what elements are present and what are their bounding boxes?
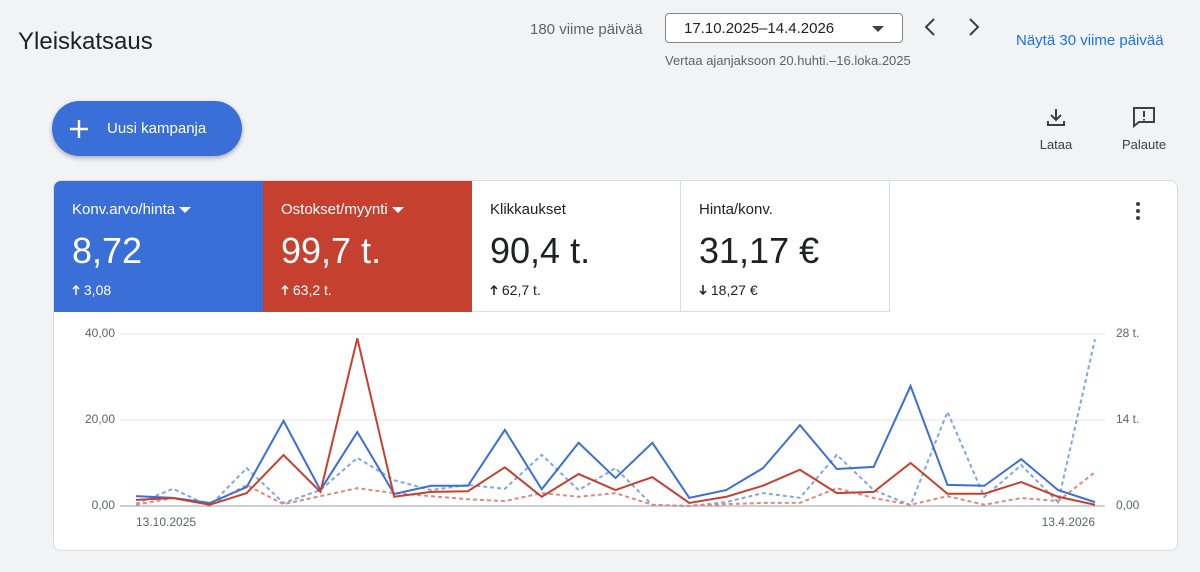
metric-label: Klikkaukset [490, 201, 566, 218]
metric-value: 31,17 € [699, 230, 820, 271]
metric-change: 18,27 € [710, 282, 758, 298]
up-arrow [490, 284, 498, 295]
series-line [135, 338, 1096, 508]
metric-change: 63,2 t. [292, 282, 332, 298]
series-line [135, 471, 1096, 508]
caret [872, 26, 884, 32]
button-label: Uusi kampanja [107, 120, 207, 137]
up-arrow [281, 284, 289, 295]
metric-tile[interactable]: Konv.arvo/hinta 8,72 3,08 [54, 181, 263, 312]
x-tick-label: 13.4.2026 [1042, 515, 1096, 529]
metric-tile[interactable]: Hinta/konv. 31,17 € 18,27 € [681, 181, 890, 312]
y2-tick-label: 28 t. [1116, 326, 1139, 340]
metric-tile[interactable]: Klikkaukset 90,4 t. 62,7 t. [472, 181, 681, 312]
feedback-icon [1133, 107, 1155, 129]
caret [391, 207, 404, 213]
date-range: 17.10.2025–14.4.2026 [684, 20, 835, 37]
metric-value: 8,72 [72, 230, 143, 271]
y2-tick-label: 14 t. [1116, 412, 1139, 426]
up-arrow [72, 284, 80, 295]
down-arrow [699, 285, 707, 296]
y-tick-label: 0,00 [92, 498, 116, 512]
date-range-dropdown[interactable]: 17.10.2025–14.4.2026 [665, 13, 903, 43]
new-campaign-button[interactable]: Uusi kampanja [52, 101, 242, 156]
more-menu[interactable] [1134, 201, 1142, 221]
download-button[interactable]: Lataa [1021, 106, 1091, 152]
download-icon [1047, 109, 1065, 126]
metric-change: 3,08 [83, 282, 112, 298]
feedback-button[interactable]: Palaute [1109, 106, 1179, 152]
metric-label: Ostokset/myynti [281, 201, 388, 218]
next-button[interactable] [968, 17, 980, 37]
x-tick-label: 13.10.2025 [136, 515, 196, 529]
series-line [135, 338, 1096, 506]
range-label: 180 viime päivää [530, 21, 643, 38]
metric-value: 90,4 t. [490, 230, 591, 271]
last-30-link[interactable]: Näytä 30 viime päivää [1016, 32, 1164, 49]
y2-tick-label: 0,00 [1116, 498, 1140, 512]
metric-change: 62,7 t. [501, 282, 541, 298]
metric-tile[interactable]: Ostokset/myynti 99,7 t. 63,2 t. [263, 181, 472, 312]
compare-text: Vertaa ajanjaksoon 20.huhti.–16.loka.202… [665, 53, 911, 68]
plus-icon [70, 120, 88, 138]
metric-value: 99,7 t. [281, 230, 382, 271]
feedback-label: Palaute [1121, 137, 1167, 152]
page-title: Yleiskatsaus [18, 28, 153, 55]
series-line [135, 383, 1096, 505]
caret [179, 207, 192, 213]
y-tick-label: 20,00 [85, 412, 115, 426]
prev-button[interactable] [924, 17, 936, 37]
metric-label: Konv.arvo/hinta [72, 201, 176, 218]
metric-label: Hinta/konv. [699, 201, 773, 218]
y-tick-label: 40,00 [85, 326, 115, 340]
download-label: Lataa [1039, 137, 1073, 152]
